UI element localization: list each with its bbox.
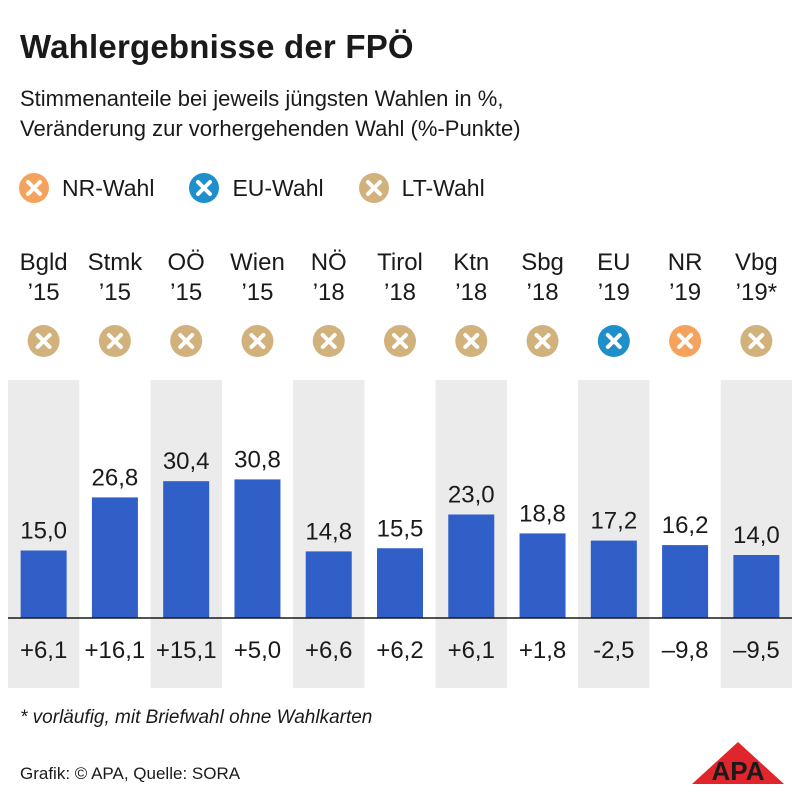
election-type-icon <box>312 325 345 357</box>
category-label: Stmk <box>88 249 144 276</box>
election-type-icon <box>98 325 131 357</box>
category-year: ’15 <box>241 279 273 306</box>
column-stripe <box>8 380 80 688</box>
value-label: 30,8 <box>234 446 281 473</box>
value-label: 23,0 <box>448 482 495 509</box>
bar <box>662 545 709 618</box>
change-label: +15,1 <box>156 637 217 664</box>
legend-lt-cross-icon <box>358 173 389 203</box>
change-label: +1,8 <box>519 637 566 664</box>
legend-nr-cross-icon <box>19 173 49 203</box>
change-label: +5,0 <box>234 637 281 664</box>
category-year: ’18 <box>384 279 416 306</box>
value-label: 17,2 <box>590 508 637 535</box>
election-type-icon <box>241 325 274 357</box>
category-label: NR <box>668 249 703 276</box>
value-label: 16,2 <box>662 512 709 539</box>
election-type-icon <box>455 325 488 357</box>
bar <box>590 540 637 618</box>
election-type-icon <box>740 325 773 357</box>
category-label: EU <box>597 249 630 276</box>
election-type-icon <box>170 325 203 357</box>
source-credit: Grafik: © APA, Quelle: SORA <box>20 764 241 783</box>
category-label: NÖ <box>311 249 347 276</box>
category-year: ’19* <box>736 279 777 306</box>
legend-label-nr: NR-Wahl <box>62 174 155 201</box>
category-year: ’18 <box>313 279 345 306</box>
category-year: ’19 <box>598 279 630 306</box>
chart-subtitle: Stimmenanteile bei jeweils jüngsten Wahl… <box>20 84 521 144</box>
column-stripe <box>720 380 792 688</box>
subtitle-line-2: Veränderung zur vorhergehenden Wahl (%-P… <box>20 116 521 141</box>
election-type-icon <box>597 325 630 357</box>
bar-chart: Bgld ’15 15,0 +6,1 Stmk ’15 26,8 +16,1 OÖ ’15 30,4… <box>8 249 792 688</box>
election-type-icon <box>27 325 60 357</box>
column-stripe <box>578 380 650 688</box>
category-year: ’15 <box>28 279 60 306</box>
category-label: Bgld <box>20 249 68 276</box>
election-type-icon <box>384 325 416 357</box>
bar <box>305 551 352 618</box>
value-label: 15,0 <box>20 518 67 545</box>
category-label: Tirol <box>377 249 423 276</box>
category-year: ’15 <box>170 279 202 306</box>
category-label: Ktn <box>453 249 489 276</box>
change-label: +6,1 <box>20 637 67 664</box>
value-label: 15,5 <box>377 515 424 542</box>
legend-item-eu: EU-Wahl <box>188 172 324 204</box>
bar <box>733 555 780 618</box>
category-year: ’19 <box>669 279 701 306</box>
category-label: Sbg <box>521 249 564 276</box>
value-label: 14,8 <box>305 518 352 545</box>
bar <box>377 548 423 618</box>
chart-title: Wahlergebnisse der FPÖ <box>20 28 414 65</box>
apa-logo-text: APA <box>712 756 765 784</box>
legend-label-eu: EU-Wahl <box>232 174 324 201</box>
change-label: +6,6 <box>305 637 352 664</box>
footnote: * vorläufig, mit Briefwahl ohne Wahlkart… <box>20 707 373 728</box>
value-label: 26,8 <box>92 464 139 491</box>
legend: NR-Wahl EU-Wahl LT-Wahl <box>18 172 519 204</box>
bar <box>91 497 138 618</box>
column-stripe <box>293 380 365 688</box>
value-label: 18,8 <box>519 500 566 527</box>
subtitle-line-1: Stimmenanteile bei jeweils jüngsten Wahl… <box>20 86 504 111</box>
bar <box>163 481 210 618</box>
election-type-icon <box>526 325 559 357</box>
change-label: +6,2 <box>376 637 423 664</box>
change-label: +16,1 <box>85 637 146 664</box>
bar <box>234 479 281 618</box>
value-label: 30,4 <box>163 448 210 475</box>
legend-item-nr: NR-Wahl <box>18 172 154 204</box>
change-label: –9,8 <box>662 637 709 664</box>
category-label: Vbg <box>735 249 778 276</box>
change-label: –9,5 <box>733 637 780 664</box>
change-label: +6,1 <box>448 637 495 664</box>
apa-logo: APA <box>692 742 784 784</box>
value-label: 14,0 <box>733 522 780 549</box>
category-year: ’18 <box>455 279 487 306</box>
legend-eu-cross-icon <box>189 173 220 203</box>
category-year: ’15 <box>99 279 131 306</box>
bar <box>519 533 566 618</box>
change-label: -2,5 <box>593 637 634 664</box>
legend-item-lt: LT-Wahl <box>358 172 485 204</box>
category-label: Wien <box>230 249 285 276</box>
bar <box>448 514 495 618</box>
category-year: ’18 <box>527 279 559 306</box>
category-label: OÖ <box>168 249 205 276</box>
legend-label-lt: LT-Wahl <box>401 174 485 201</box>
election-type-icon <box>669 325 702 357</box>
bar <box>20 550 67 618</box>
